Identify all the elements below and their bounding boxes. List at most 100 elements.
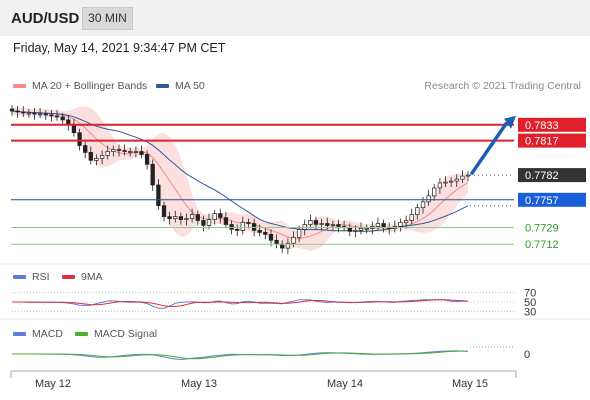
candle-body [105, 151, 110, 156]
candle-body [465, 174, 471, 177]
candle-body [15, 110, 20, 113]
candle-body [128, 151, 133, 153]
legend-ma20-label: MA 20 + Bollinger Bands [32, 80, 148, 92]
resistance-label: 0.7833 [525, 120, 559, 132]
candle-body [257, 230, 262, 233]
candle-body [460, 175, 465, 180]
candle-body [49, 114, 54, 117]
candle-body [268, 234, 274, 241]
candle-body [403, 220, 409, 223]
candle-body [398, 222, 403, 227]
legend-9ma: 9MA [62, 271, 103, 283]
candle-body [302, 224, 307, 230]
current-price-label-bg [518, 168, 586, 183]
candle-body [291, 236, 296, 244]
x-tick-label: May 15 [452, 378, 488, 390]
candle-body [206, 219, 212, 226]
main-panel [9, 105, 471, 255]
candle-body [325, 223, 330, 226]
x-tick-label: May 12 [35, 378, 71, 390]
candle-body [246, 222, 251, 224]
rsi-9ma-line [12, 299, 469, 307]
candle-body [347, 227, 352, 232]
candle-body [285, 242, 291, 249]
candle-body [21, 111, 26, 114]
candle-body [263, 232, 268, 235]
legend-macd-label: MACD [32, 328, 63, 340]
macd-signal-line [12, 350, 468, 360]
candle-body [415, 207, 420, 215]
candle-body [88, 152, 93, 161]
copyright-notice: Research © 2021 Trading Central [424, 80, 581, 92]
macd-signal-swatch [75, 332, 88, 336]
candle-body [43, 113, 48, 116]
candle-body [139, 151, 144, 155]
rsi-level-label: 30 [524, 306, 536, 318]
ma50-swatch [156, 84, 169, 88]
candle-body [218, 213, 223, 218]
candle-body [235, 229, 240, 231]
legend-ma20-bollinger: MA 20 + Bollinger Bands [13, 80, 147, 92]
candle-body [448, 180, 454, 183]
symbol-title: AUD/USD [11, 10, 80, 27]
candle-body [37, 113, 43, 116]
legend-macd-signal: MACD Signal [75, 328, 157, 340]
current-price-label: 0.7782 [525, 170, 559, 182]
candle-body [437, 182, 443, 189]
chart-timestamp: Friday, May 14, 2021 9:34:47 PM CET [13, 41, 226, 55]
resistance-label-bg [518, 117, 586, 132]
candle-body [364, 228, 369, 230]
legend-rsi-label: RSI [32, 271, 50, 283]
macd-level-label: 0 [524, 349, 530, 361]
ma20-swatch [13, 84, 26, 88]
candle-body [32, 112, 37, 115]
projection-arrow-head [504, 115, 516, 129]
candle-body [426, 195, 431, 203]
rsi-level-label: 50 [524, 297, 536, 309]
candle-body [9, 108, 15, 112]
candle-body [99, 155, 105, 159]
timeframe-button[interactable]: 30 MIN [82, 7, 133, 30]
candle-body [375, 223, 381, 227]
macd-panel: 0 [12, 346, 530, 361]
candle-body [409, 214, 414, 221]
projection-arrow-shaft [470, 122, 508, 175]
candle-body [251, 223, 257, 231]
candle-body [195, 214, 200, 221]
candle-body [94, 158, 99, 161]
candle-body [133, 151, 139, 153]
ma50-line [11, 110, 469, 232]
candle-body [77, 132, 82, 146]
candle-body [308, 220, 313, 225]
x-tick-label: May 14 [327, 378, 363, 390]
candle-body [454, 178, 459, 182]
candle-body [54, 115, 60, 118]
9ma-swatch [62, 275, 75, 279]
candle-body [274, 239, 279, 245]
candle-body [280, 243, 285, 249]
resistance-label: 0.7817 [525, 136, 559, 148]
legend-ma50-label: MA 50 [175, 80, 205, 92]
legend-rsi: RSI [13, 271, 50, 283]
candle-body [144, 154, 150, 165]
candle-body [71, 124, 77, 134]
candle-body [443, 181, 448, 184]
pivot-label: 0.7757 [525, 195, 559, 207]
rsi-level-label: 70 [524, 288, 536, 300]
candle-body [212, 213, 217, 220]
candle-body [358, 228, 364, 231]
candle-body [381, 223, 386, 228]
candle-body [330, 224, 336, 226]
legend-9ma-label: 9MA [81, 271, 103, 283]
candle-body [184, 218, 189, 220]
candle-body [319, 223, 324, 225]
candle-body [60, 116, 65, 121]
resistance-label-bg [518, 133, 586, 148]
candle-body [83, 145, 88, 153]
candle-body [313, 220, 319, 225]
candle-body [189, 214, 195, 219]
candle-body [178, 216, 184, 220]
macd-swatch [13, 332, 26, 336]
